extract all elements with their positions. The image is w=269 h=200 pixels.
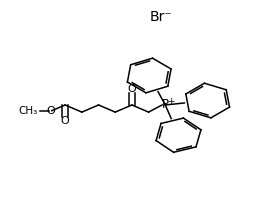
- Text: P: P: [162, 98, 169, 111]
- Text: O: O: [61, 116, 69, 126]
- Text: Br⁻: Br⁻: [150, 10, 173, 24]
- Text: +: +: [167, 97, 174, 106]
- Text: O: O: [128, 84, 136, 94]
- Text: CH₃: CH₃: [18, 106, 37, 116]
- Text: O: O: [46, 106, 55, 116]
